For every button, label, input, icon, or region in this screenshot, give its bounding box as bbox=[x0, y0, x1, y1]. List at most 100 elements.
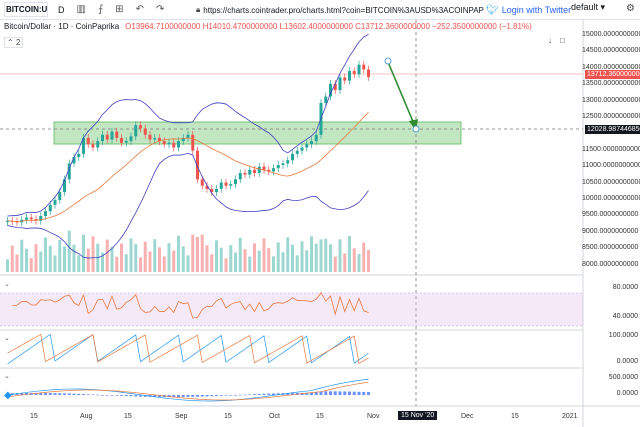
macd-histogram-bar bbox=[6, 393, 9, 395]
moving-average-line bbox=[7, 112, 369, 222]
volume-bar bbox=[134, 244, 138, 272]
volume-bar bbox=[210, 254, 214, 272]
price-axis-label: 12500.0000000000 bbox=[582, 113, 640, 120]
volume-bar bbox=[44, 237, 47, 272]
layout-select[interactable]: default ▾ bbox=[571, 2, 606, 12]
candles-icon[interactable]: ▥ bbox=[76, 4, 86, 15]
time-axis-label: 2021 bbox=[562, 413, 578, 420]
candle-body bbox=[86, 137, 90, 145]
projection-arrow-line[interactable] bbox=[387, 61, 415, 125]
macd-line bbox=[7, 378, 369, 402]
candle-body bbox=[210, 188, 214, 193]
macd-histogram-bar bbox=[272, 393, 275, 395]
symbol-search-button[interactable]: BITCOIN:USI bbox=[4, 2, 48, 17]
arrow-end-handle[interactable] bbox=[412, 125, 420, 133]
stoch-d-line bbox=[7, 333, 369, 364]
pane-menu-icon[interactable]: ⌄ bbox=[4, 373, 10, 380]
legend-ohlc: O13964.7100000000 H14010.4700000000 L136… bbox=[125, 22, 532, 31]
volume-bar bbox=[200, 234, 204, 272]
candle-body bbox=[324, 96, 328, 103]
macd-histogram-bar bbox=[338, 391, 342, 395]
candle-body bbox=[219, 182, 223, 189]
volume-bar bbox=[319, 239, 323, 272]
macd-histogram-bar bbox=[134, 395, 138, 397]
price-axis-label: 10500.0000000000 bbox=[582, 178, 640, 186]
macd-histogram-bar bbox=[196, 395, 199, 397]
compare-icon[interactable]: ⊞ bbox=[115, 4, 124, 15]
volume-bar bbox=[25, 248, 28, 272]
candle-body bbox=[314, 134, 318, 142]
volume-bar bbox=[310, 236, 313, 272]
candle-body bbox=[267, 169, 271, 172]
time-axis-label: Aug bbox=[80, 413, 93, 420]
macd-histogram-bar bbox=[310, 392, 313, 395]
candle-body bbox=[153, 137, 157, 140]
pane-maximize-icon[interactable]: □ bbox=[560, 36, 565, 45]
candle-body bbox=[305, 144, 309, 148]
candle-body bbox=[343, 77, 347, 81]
support-zone-rectangle[interactable] bbox=[53, 121, 462, 145]
time-axis-label: Nov bbox=[367, 413, 380, 420]
volume-bar bbox=[291, 244, 294, 272]
volume-bar bbox=[333, 256, 337, 272]
price-axis-label: 9000.0000000000 bbox=[582, 227, 639, 235]
volume-bar bbox=[224, 258, 228, 272]
pane-collapse-icon[interactable]: ↓ bbox=[548, 36, 552, 45]
candle-body bbox=[110, 131, 114, 140]
arrow-start-handle[interactable] bbox=[384, 57, 392, 65]
rsi-axis-label: 80.0000 bbox=[612, 284, 638, 291]
undo-icon[interactable]: ↶ bbox=[135, 4, 144, 15]
settings-gear-icon[interactable]: ⚙ bbox=[626, 3, 635, 14]
macd-histogram-bar bbox=[324, 391, 328, 395]
volume-bar bbox=[338, 239, 342, 272]
volume-bar bbox=[63, 246, 66, 272]
bollinger-lower-line bbox=[7, 152, 369, 259]
volume-bar bbox=[352, 248, 356, 272]
rsi-axis-label: 40.0000 bbox=[612, 313, 638, 320]
volume-bar bbox=[67, 230, 71, 272]
volume-bar bbox=[272, 256, 275, 272]
candle-body bbox=[91, 144, 95, 148]
macd-histogram-bar bbox=[86, 394, 90, 395]
volume-bar bbox=[29, 258, 33, 272]
candle-body bbox=[243, 172, 247, 175]
pane-menu-icon[interactable]: ⌄ bbox=[4, 335, 10, 342]
indicators-icon[interactable]: ⨍ bbox=[97, 4, 104, 15]
volume-bar bbox=[124, 254, 128, 272]
volume-bar bbox=[167, 243, 171, 272]
macd-histogram-bar bbox=[67, 393, 71, 395]
price-axis-label: 14000.0000000000 bbox=[582, 63, 640, 71]
volume-bar bbox=[324, 238, 328, 272]
url-bar[interactable]: 🔒︎ https://charts.cointrader.pro/charts.… bbox=[196, 2, 484, 18]
volume-bar bbox=[91, 236, 95, 272]
candle-body bbox=[281, 163, 285, 166]
macd-histogram-bar bbox=[63, 393, 66, 395]
macd-histogram-bar bbox=[120, 395, 123, 396]
candle-body bbox=[215, 188, 218, 193]
time-axis-label: 15 bbox=[316, 413, 324, 420]
candle-body bbox=[177, 141, 180, 148]
macd-axis-label: 500.0000 bbox=[608, 374, 638, 381]
time-axis-label: 15 bbox=[30, 413, 38, 420]
volume-bar bbox=[148, 251, 152, 272]
volume-bar bbox=[143, 241, 147, 272]
volume-bar bbox=[129, 238, 133, 272]
macd-histogram-bar bbox=[319, 391, 323, 395]
candle-body bbox=[348, 71, 351, 81]
price-axis-label: 13500.0000000000 bbox=[582, 80, 640, 88]
legend-collapse-button[interactable]: ⌃ 2 bbox=[4, 37, 24, 48]
candle-body bbox=[295, 150, 299, 154]
candle-body bbox=[181, 137, 185, 142]
pane-menu-icon[interactable]: ⌄ bbox=[4, 281, 10, 288]
interval-button[interactable]: D bbox=[58, 4, 65, 15]
macd-histogram-bar bbox=[129, 395, 133, 397]
redo-icon[interactable]: ↷ bbox=[155, 4, 165, 15]
price-axis-label: 9500.0000000000 bbox=[582, 211, 639, 219]
macd-histogram-bar bbox=[200, 395, 204, 397]
volume-bar bbox=[362, 242, 366, 272]
volume-bar bbox=[196, 237, 199, 272]
twitter-login-button[interactable]: 🐦︎ Login with Twitter bbox=[486, 2, 571, 18]
candle-body bbox=[272, 168, 275, 172]
time-axis-label: 15 bbox=[124, 413, 132, 420]
